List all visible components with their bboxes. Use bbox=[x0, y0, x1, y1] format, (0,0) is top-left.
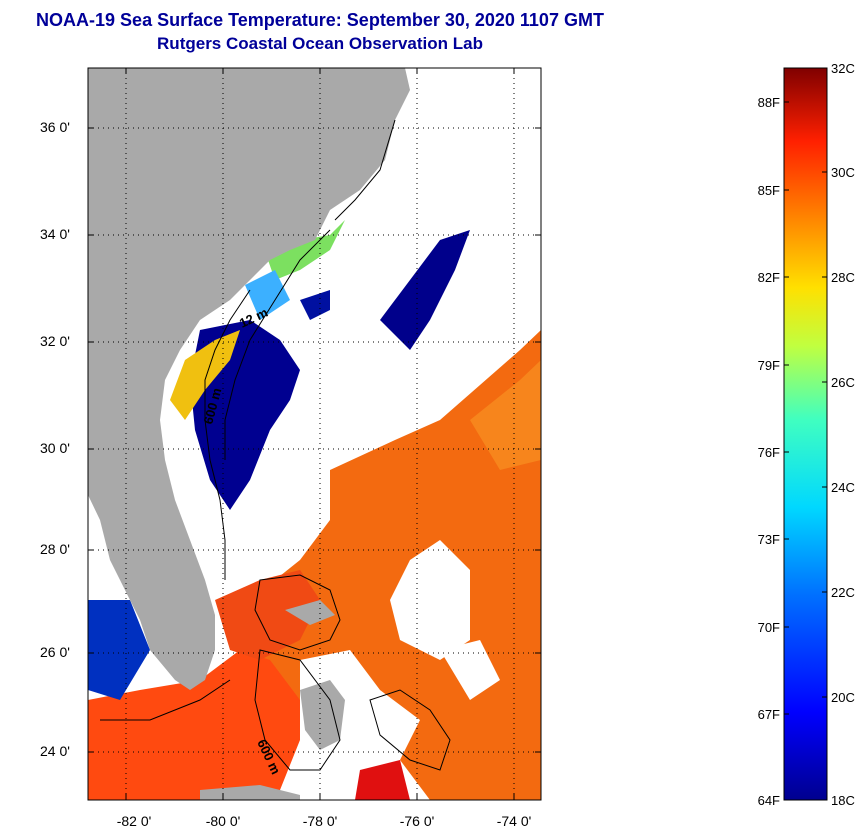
bathymetry-contour bbox=[369, 689, 451, 771]
warm-water-red-patch bbox=[355, 760, 410, 800]
colorbar-f-label: 85F bbox=[757, 183, 780, 198]
cold-water-south bbox=[88, 600, 150, 700]
cloud-break bbox=[440, 640, 500, 700]
bathymetry-contour bbox=[334, 119, 396, 221]
land-andros-island bbox=[300, 680, 345, 750]
bathymetry-contour bbox=[224, 229, 331, 460]
lon-label: -74 0' bbox=[496, 813, 532, 829]
map-frame bbox=[87, 67, 542, 801]
colorbar-f-label: 79F bbox=[757, 358, 780, 373]
colorbar-c-label: 26C bbox=[831, 375, 855, 390]
lat-label: 28 0' bbox=[40, 541, 70, 557]
lat-label: 24 0' bbox=[40, 743, 70, 759]
colorbar-f-label: 64F bbox=[757, 793, 780, 808]
colorbar bbox=[783, 67, 828, 801]
nearshore-band bbox=[245, 270, 290, 320]
colorbar-c-label: 20C bbox=[831, 690, 855, 705]
lon-label: -76 0' bbox=[399, 813, 435, 829]
colorbar-c-label: 18C bbox=[831, 793, 855, 808]
colorbar-f-label: 70F bbox=[757, 620, 780, 635]
colorbar-f-label: 73F bbox=[757, 532, 780, 547]
colorbar-f-label: 76F bbox=[757, 445, 780, 460]
land-us-coast bbox=[88, 68, 410, 690]
nearshore-band bbox=[170, 330, 240, 420]
warm-water-straits bbox=[88, 650, 300, 800]
bathymetry-contour bbox=[254, 574, 341, 651]
cold-water-patch bbox=[300, 290, 330, 320]
colorbar-f-label: 67F bbox=[757, 707, 780, 722]
lon-label: -78 0' bbox=[302, 813, 338, 829]
warm-water-gulfstream bbox=[215, 570, 320, 660]
bathymetry-contour bbox=[100, 679, 231, 721]
colorbar-c-label: 30C bbox=[831, 165, 855, 180]
map-subtitle: Rutgers Coastal Ocean Observation Lab bbox=[157, 34, 483, 53]
colorbar-c-label: 32C bbox=[831, 61, 855, 76]
lat-label: 32 0' bbox=[40, 333, 70, 349]
lon-label: -80 0' bbox=[205, 813, 241, 829]
colorbar-c-label: 28C bbox=[831, 270, 855, 285]
lat-label: 26 0' bbox=[40, 644, 70, 660]
land-grand-bahama bbox=[285, 600, 335, 625]
bathymetry-contour bbox=[204, 289, 251, 580]
cloud-break bbox=[390, 540, 470, 660]
cold-water-offshore bbox=[380, 230, 470, 350]
land-cuba bbox=[200, 785, 300, 800]
colorbar-ticks bbox=[784, 101, 827, 715]
lon-label: -82 0' bbox=[116, 813, 152, 829]
lat-label: 30 0' bbox=[40, 440, 70, 456]
lat-label: 34 0' bbox=[40, 226, 70, 242]
bathymetry-contour bbox=[254, 649, 341, 771]
map-title: NOAA-19 Sea Surface Temperature: Septemb… bbox=[36, 10, 604, 30]
colorbar-f-label: 88F bbox=[757, 95, 780, 110]
colorbar-f-label: 82F bbox=[757, 270, 780, 285]
warm-water-upper-east bbox=[470, 360, 541, 470]
map-ticks bbox=[88, 68, 541, 800]
nearshore-band bbox=[268, 220, 345, 280]
lat-label: 36 0' bbox=[40, 119, 70, 135]
colorbar-c-label: 22C bbox=[831, 585, 855, 600]
colorbar-c-label: 24C bbox=[831, 480, 855, 495]
map-gridlines bbox=[88, 68, 541, 800]
